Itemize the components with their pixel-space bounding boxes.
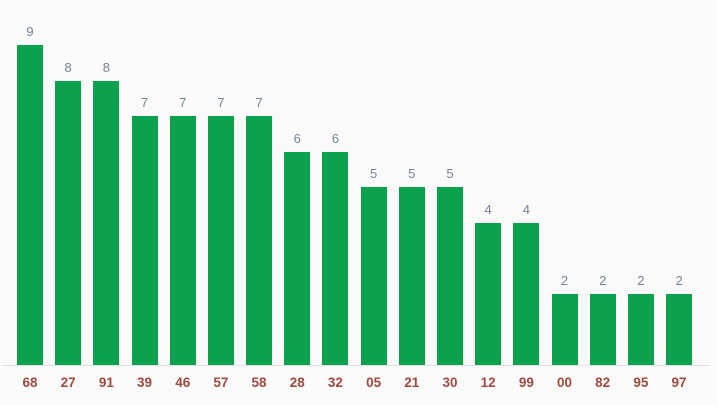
bar-value-label: 7: [217, 95, 225, 111]
bar[interactable]: [207, 116, 234, 365]
x-axis-label: 91: [98, 375, 114, 390]
bar-value-label: 6: [293, 130, 301, 146]
bar[interactable]: [627, 293, 654, 365]
x-axis-label: 21: [404, 375, 420, 390]
bar[interactable]: [17, 45, 43, 365]
x-axis-label: 95: [633, 375, 649, 390]
x-axis-label: 05: [366, 375, 382, 390]
bar-value-label: 7: [179, 95, 187, 111]
x-axis-label: 97: [671, 375, 687, 390]
bar-value-label: 2: [637, 272, 645, 288]
bar[interactable]: [360, 187, 387, 365]
x-axis-label: 68: [22, 375, 38, 390]
bar[interactable]: [513, 222, 540, 365]
bar-value-label: 6: [331, 130, 340, 146]
bar[interactable]: [131, 116, 158, 365]
bar[interactable]: [322, 151, 349, 365]
bar-value-label: 2: [560, 272, 569, 288]
x-axis-label: 28: [289, 375, 305, 390]
x-axis-label: 39: [137, 375, 153, 390]
bar-value-label: 8: [102, 59, 110, 75]
x-axis-label: 46: [175, 375, 191, 390]
x-axis-label: 57: [213, 375, 229, 390]
bar[interactable]: [55, 80, 82, 365]
bar-value-label: 5: [369, 166, 378, 182]
x-axis-label: 30: [442, 375, 458, 390]
bar[interactable]: [589, 293, 616, 365]
bar-value-label: 2: [675, 272, 683, 288]
bar[interactable]: [246, 116, 273, 365]
bar[interactable]: [93, 80, 120, 365]
x-axis-label: 12: [480, 375, 496, 390]
bar-value-label: 9: [26, 24, 34, 39]
x-axis-label: 82: [595, 375, 611, 390]
bar[interactable]: [284, 151, 311, 365]
x-axis-label: 99: [518, 375, 534, 390]
bar[interactable]: [475, 222, 502, 365]
x-axis-label: 00: [556, 375, 573, 390]
bar-value-label: 2: [599, 272, 607, 288]
bar-value-label: 5: [446, 166, 454, 182]
x-axis-label: 58: [251, 375, 267, 390]
bar-value-label: 4: [484, 201, 492, 217]
bar[interactable]: [551, 293, 578, 365]
bar-value-label: 5: [408, 166, 416, 182]
bar-value-label: 4: [522, 201, 530, 217]
x-axis-label: 32: [327, 375, 343, 390]
x-axis-line: [2, 365, 710, 366]
x-axis-label: 27: [60, 375, 76, 390]
bar-value-label: 7: [255, 95, 263, 111]
bar[interactable]: [398, 187, 425, 365]
bar[interactable]: [436, 187, 463, 365]
bar[interactable]: [169, 116, 196, 365]
bar-value-label: 7: [140, 95, 149, 111]
bar-value-label: 8: [64, 59, 72, 75]
bar[interactable]: [666, 293, 693, 365]
